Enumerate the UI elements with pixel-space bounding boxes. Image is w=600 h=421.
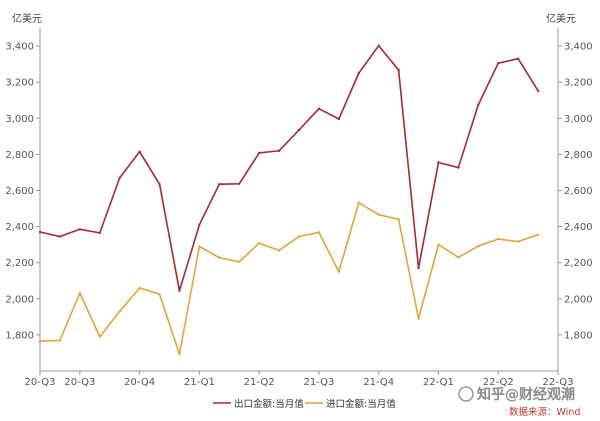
watermark: 知乎@财经观潮 — [458, 386, 575, 403]
x-tick-label: 20-Q4 — [124, 377, 155, 388]
export-data-point — [417, 266, 420, 270]
left-tick-label: 2,800 — [5, 150, 34, 161]
import-data-point — [417, 317, 420, 320]
right-tick-group: 1,800 2,000 2,200 2,400 2,600 2,800 3,000 3,200… — [558, 42, 593, 341]
export-data-point — [118, 176, 121, 180]
export-data-point — [178, 289, 181, 292]
import-data-point — [138, 286, 141, 290]
import-data-point — [297, 235, 301, 238]
right-tick-label: 2,600 — [564, 186, 593, 197]
export-data-point — [238, 182, 241, 185]
right-tick-label: 3,200 — [564, 78, 593, 89]
export-data-point — [457, 166, 460, 169]
import-data-point — [98, 335, 101, 338]
export-data-point — [257, 151, 261, 155]
import-data-point — [477, 244, 480, 248]
series-line-export — [39, 44, 539, 292]
x-tick-label: 22-Q1 — [423, 377, 454, 388]
import-data-point — [238, 260, 241, 263]
export-data-point — [198, 223, 201, 226]
right-tick-label: 2,200 — [564, 258, 593, 269]
export-data-point — [158, 182, 161, 186]
left-tick-group: 1,800 2,000 2,200 2,400 2,600 2,800 3,000 3,200… — [5, 42, 40, 341]
import-data-point — [58, 339, 62, 342]
right-tick-label: 2,400 — [564, 222, 593, 233]
export-data-point — [317, 107, 321, 110]
export-data-point — [497, 62, 500, 65]
export-data-point — [78, 228, 82, 231]
export-data-point — [98, 231, 101, 235]
x-tick-label: 22-Q2 — [483, 377, 514, 388]
left-tick-label: 3,000 — [5, 114, 34, 125]
import-data-point — [377, 213, 380, 216]
export-data-point — [437, 161, 440, 164]
import-data-point — [516, 240, 520, 243]
right-tick-label: 1,800 — [564, 330, 593, 341]
import-data-point — [437, 243, 440, 246]
export-data-point — [277, 149, 281, 152]
export-data-point — [138, 150, 141, 153]
export-data-point — [357, 71, 360, 75]
import-data-point — [78, 291, 82, 295]
legend-label-import: 进口金额:当月值 — [326, 398, 396, 410]
export-data-point — [58, 235, 62, 238]
import-data-point — [317, 231, 321, 234]
import-data-point — [38, 340, 42, 343]
export-data-point — [536, 89, 540, 93]
left-tick-label: 2,600 — [5, 186, 34, 197]
import-data-point — [158, 293, 161, 296]
left-tick-label: 3,400 — [5, 42, 34, 53]
export-data-point — [477, 103, 480, 106]
right-tick-label: 3,000 — [564, 114, 593, 125]
import-data-point — [198, 245, 201, 248]
export-data-point — [516, 57, 520, 60]
import-data-point — [118, 310, 121, 313]
x-tick-group: 20-Q3 20-Q3 20-Q4 21-Q1 21-Q2 21-Q3 21-Q4 22-Q1… — [25, 371, 574, 388]
left-tick-label: 2,400 — [5, 222, 34, 233]
x-tick-label: 22-Q3 — [543, 377, 574, 388]
x-tick-label: 21-Q1 — [184, 377, 215, 388]
left-tick-label: 1,800 — [5, 330, 34, 341]
right-unit-label: 亿美元 — [546, 12, 576, 25]
watermark-logo-icon — [458, 386, 474, 402]
right-tick-label: 2,000 — [564, 294, 593, 305]
legend: 出口金额:当月值 进口金额:当月值 — [213, 398, 396, 410]
x-tick-label: 20-Q3 — [25, 377, 56, 388]
x-tick-label: 21-Q2 — [244, 377, 275, 388]
left-tick-label: 2,000 — [5, 294, 34, 305]
import-data-point — [357, 201, 360, 204]
x-tick-label: 20-Q3 — [64, 377, 95, 388]
left-tick-label: 2,200 — [5, 258, 34, 269]
right-tick-label: 3,400 — [564, 42, 593, 53]
import-data-point — [277, 249, 281, 252]
export-data-point — [377, 44, 380, 47]
left-unit-label: 亿美元 — [12, 12, 42, 25]
export-data-point — [38, 230, 42, 234]
export-data-point — [297, 128, 301, 132]
series-line-import — [39, 201, 539, 356]
import-data-point — [257, 241, 261, 245]
watermark-text: 知乎@财经观潮 — [477, 386, 575, 403]
export-data-point — [218, 182, 221, 186]
export-data-point — [397, 68, 400, 72]
legend-label-export: 出口金额:当月值 — [234, 398, 304, 410]
series-group — [38, 44, 540, 356]
export-data-point — [337, 117, 341, 121]
import-data-point — [218, 256, 221, 259]
right-tick-label: 2,800 — [564, 150, 593, 161]
import-data-point — [457, 256, 460, 259]
import-data-point — [536, 233, 540, 236]
x-tick-label: 21-Q4 — [363, 377, 394, 388]
import-data-point — [497, 237, 500, 241]
import-data-point — [178, 353, 181, 356]
source-note: 数据来源：Wind — [509, 406, 580, 418]
left-tick-label: 3,200 — [5, 78, 34, 89]
import-data-point — [337, 270, 341, 273]
import-data-point — [397, 218, 400, 221]
x-tick-label: 21-Q3 — [303, 377, 334, 388]
